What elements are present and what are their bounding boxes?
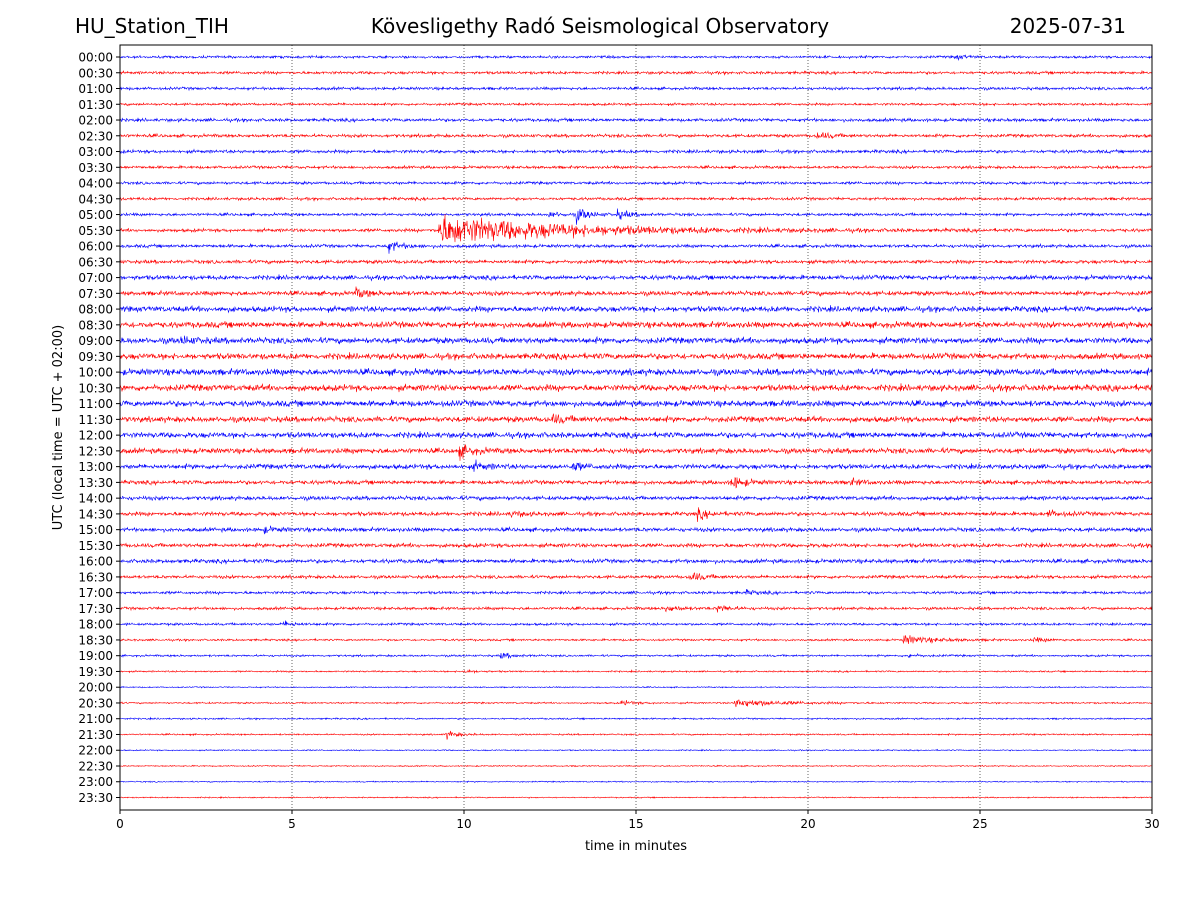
x-axis-ticks: 0 5 10 15 20 25 30	[116, 810, 1160, 831]
y-tick-label: 18:00	[78, 618, 113, 632]
y-tick-label: 21:00	[78, 712, 113, 726]
y-tick-label: 19:00	[78, 649, 113, 663]
y-tick-label: 06:30	[78, 255, 113, 269]
trace-0930	[119, 351, 1153, 361]
y-tick-label: 08:00	[78, 303, 113, 317]
y-tick-label: 07:30	[78, 287, 113, 301]
y-tick-label: 09:30	[78, 350, 113, 364]
y-tick-label: 16:30	[78, 570, 113, 584]
trace-0530	[119, 214, 1153, 243]
y-tick-label: 20:00	[78, 681, 113, 695]
y-tick-label: 03:30	[78, 161, 113, 175]
y-tick-label: 10:00	[78, 366, 113, 380]
trace-1230	[119, 444, 1153, 461]
trace-1800	[119, 620, 1153, 627]
x-tick-label: 15	[628, 817, 643, 831]
trace-1930	[119, 668, 1153, 675]
trace-1530	[119, 542, 1153, 550]
y-tick-label: 09:00	[78, 334, 113, 348]
trace-1130	[119, 413, 1153, 424]
trace-0600	[119, 241, 1153, 254]
y-tick-label: 18:30	[78, 633, 113, 647]
y-tick-label: 21:30	[78, 728, 113, 742]
y-tick-label: 22:30	[78, 759, 113, 773]
y-tick-label: 05:00	[78, 208, 113, 222]
y-tick-label: 01:30	[78, 98, 113, 112]
y-tick-label: 13:30	[78, 476, 113, 490]
y-tick-label: 14:30	[78, 507, 113, 521]
y-axis-label: UTC (local time = UTC + 02:00)	[51, 325, 66, 530]
x-tick-label: 30	[1144, 817, 1159, 831]
y-tick-label: 02:30	[78, 129, 113, 143]
trace-0900	[119, 335, 1153, 345]
y-tick-label: 00:30	[78, 66, 113, 80]
observatory-title: Kövesligethy Radó Seismological Observat…	[370, 14, 830, 38]
y-tick-label: 14:00	[78, 492, 113, 506]
y-tick-label: 03:00	[78, 145, 113, 159]
x-tick-label: 25	[972, 817, 987, 831]
y-tick-label: 02:00	[78, 114, 113, 128]
y-tick-label: 07:00	[78, 271, 113, 285]
trace-1100	[119, 399, 1153, 409]
y-tick-label: 15:00	[78, 523, 113, 537]
y-tick-label: 04:00	[78, 177, 113, 191]
trace-2330	[119, 795, 1153, 799]
y-tick-label: 00:00	[78, 51, 113, 65]
y-tick-label: 04:30	[78, 192, 113, 206]
y-tick-label: 20:30	[78, 696, 113, 710]
station-name: HU_Station_TIH	[75, 14, 229, 38]
y-tick-label: 05:30	[78, 224, 113, 238]
y-tick-label: 11:00	[78, 397, 113, 411]
x-tick-label: 10	[456, 817, 471, 831]
trace-1500	[119, 525, 1153, 535]
y-tick-label: 13:00	[78, 460, 113, 474]
y-tick-label: 08:30	[78, 318, 113, 332]
y-tick-label: 12:30	[78, 444, 113, 458]
y-tick-label: 16:00	[78, 555, 113, 569]
y-tick-label: 10:30	[78, 381, 113, 395]
trace-2100	[119, 716, 1153, 721]
trace-2300	[119, 780, 1153, 784]
chart-header: HU_Station_TIH Kövesligethy Radó Seismol…	[0, 0, 1200, 45]
y-tick-label: 12:00	[78, 429, 113, 443]
trace-0100	[119, 85, 1153, 92]
trace-0500	[119, 208, 1153, 225]
grid-lines	[291, 45, 981, 810]
y-tick-label: 11:30	[78, 413, 113, 427]
y-tick-label: 01:00	[78, 82, 113, 96]
trace-1900	[119, 652, 1153, 659]
y-tick-label: 06:00	[78, 240, 113, 254]
trace-2130	[119, 730, 1153, 740]
x-tick-label: 0	[116, 817, 124, 831]
y-tick-label: 15:30	[78, 539, 113, 553]
trace-0730	[119, 286, 1153, 298]
y-tick-label: 23:30	[78, 791, 113, 805]
y-tick-label: 19:30	[78, 665, 113, 679]
y-tick-label: 17:30	[78, 602, 113, 616]
y-tick-label: 17:00	[78, 586, 113, 600]
trace-1200	[119, 431, 1153, 440]
x-axis-label: time in minutes	[585, 839, 687, 854]
y-tick-label: 23:00	[78, 775, 113, 789]
record-date: 2025-07-31	[1009, 14, 1126, 38]
x-tick-label: 5	[288, 817, 296, 831]
y-tick-label: 22:00	[78, 744, 113, 758]
trace-1300	[119, 459, 1153, 472]
x-tick-label: 20	[800, 817, 815, 831]
trace-0130	[119, 101, 1153, 108]
